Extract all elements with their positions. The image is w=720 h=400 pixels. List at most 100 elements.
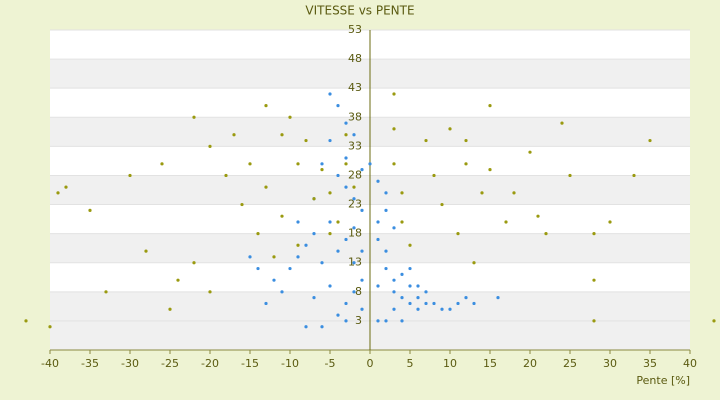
y-tick-label: 23 <box>348 198 362 211</box>
x-tick-label: 20 <box>523 357 537 370</box>
point <box>344 133 348 137</box>
point <box>168 307 172 311</box>
point <box>272 255 276 259</box>
point <box>256 266 260 271</box>
point <box>464 138 468 143</box>
point <box>360 278 364 282</box>
point <box>336 104 340 108</box>
point <box>296 243 300 247</box>
point <box>408 243 412 247</box>
point <box>544 232 548 236</box>
point <box>528 150 532 154</box>
point <box>176 278 180 282</box>
point <box>712 319 716 323</box>
point <box>456 301 460 306</box>
point <box>320 162 324 166</box>
point <box>104 290 108 294</box>
point <box>432 173 436 178</box>
y-tick-label: 3 <box>355 314 362 327</box>
point <box>648 138 652 143</box>
point <box>208 144 212 148</box>
x-tick-label: 10 <box>443 357 457 370</box>
y-tick-label: 18 <box>348 227 362 240</box>
point <box>384 191 388 195</box>
point <box>344 156 348 160</box>
point <box>328 284 332 288</box>
point <box>456 232 460 236</box>
point <box>192 115 196 119</box>
point <box>416 307 420 311</box>
point <box>400 296 404 300</box>
x-tick-label: -20 <box>201 357 219 370</box>
point <box>336 313 340 317</box>
point <box>392 162 396 166</box>
point <box>56 191 60 195</box>
x-tick-label: 25 <box>563 357 577 370</box>
point <box>352 197 356 201</box>
point <box>384 319 388 323</box>
point <box>304 138 308 143</box>
point <box>496 296 500 300</box>
x-tick-label: -35 <box>81 357 99 370</box>
point <box>368 162 372 166</box>
point <box>512 191 516 195</box>
point <box>448 307 452 311</box>
x-tick-label: -5 <box>325 357 336 370</box>
y-tick-label: 8 <box>355 285 362 298</box>
y-tick-label: 33 <box>348 139 362 152</box>
point <box>352 290 356 294</box>
point <box>384 249 388 253</box>
point <box>440 202 444 207</box>
y-tick-label: 43 <box>348 81 362 94</box>
point <box>344 185 348 189</box>
point <box>376 237 380 242</box>
point <box>472 301 476 306</box>
point <box>400 220 404 224</box>
point <box>240 202 244 207</box>
point <box>360 168 364 172</box>
point <box>360 307 364 311</box>
point <box>128 173 132 178</box>
point <box>464 162 468 166</box>
point <box>376 319 380 323</box>
point <box>352 226 356 230</box>
point <box>264 185 268 189</box>
point <box>336 249 340 253</box>
x-tick-label: -30 <box>121 357 139 370</box>
point <box>328 232 332 236</box>
x-axis-label: Pente [%] <box>636 374 690 387</box>
x-tick-label: 0 <box>367 357 374 370</box>
point <box>272 278 276 282</box>
point <box>592 278 596 282</box>
point <box>448 127 452 131</box>
point <box>344 162 348 166</box>
point <box>344 301 348 306</box>
point <box>296 255 300 259</box>
point <box>424 138 428 143</box>
point <box>392 127 396 131</box>
point <box>280 214 284 218</box>
point <box>248 162 252 166</box>
y-tick-label: 48 <box>348 52 362 65</box>
point <box>408 284 412 288</box>
point <box>352 185 356 189</box>
point <box>408 301 412 306</box>
y-tick-label: 53 <box>348 23 362 36</box>
point <box>224 173 228 178</box>
point <box>432 301 436 306</box>
point <box>264 301 268 306</box>
point <box>632 173 636 178</box>
point <box>320 168 324 172</box>
point <box>400 272 404 276</box>
point <box>424 290 428 294</box>
x-tick-label: 35 <box>643 357 657 370</box>
point <box>192 261 196 265</box>
point <box>208 290 212 294</box>
point <box>376 284 380 288</box>
point <box>384 208 388 212</box>
point <box>320 261 324 265</box>
point <box>336 173 340 178</box>
point <box>400 319 404 323</box>
point <box>24 319 28 323</box>
point <box>392 92 396 96</box>
